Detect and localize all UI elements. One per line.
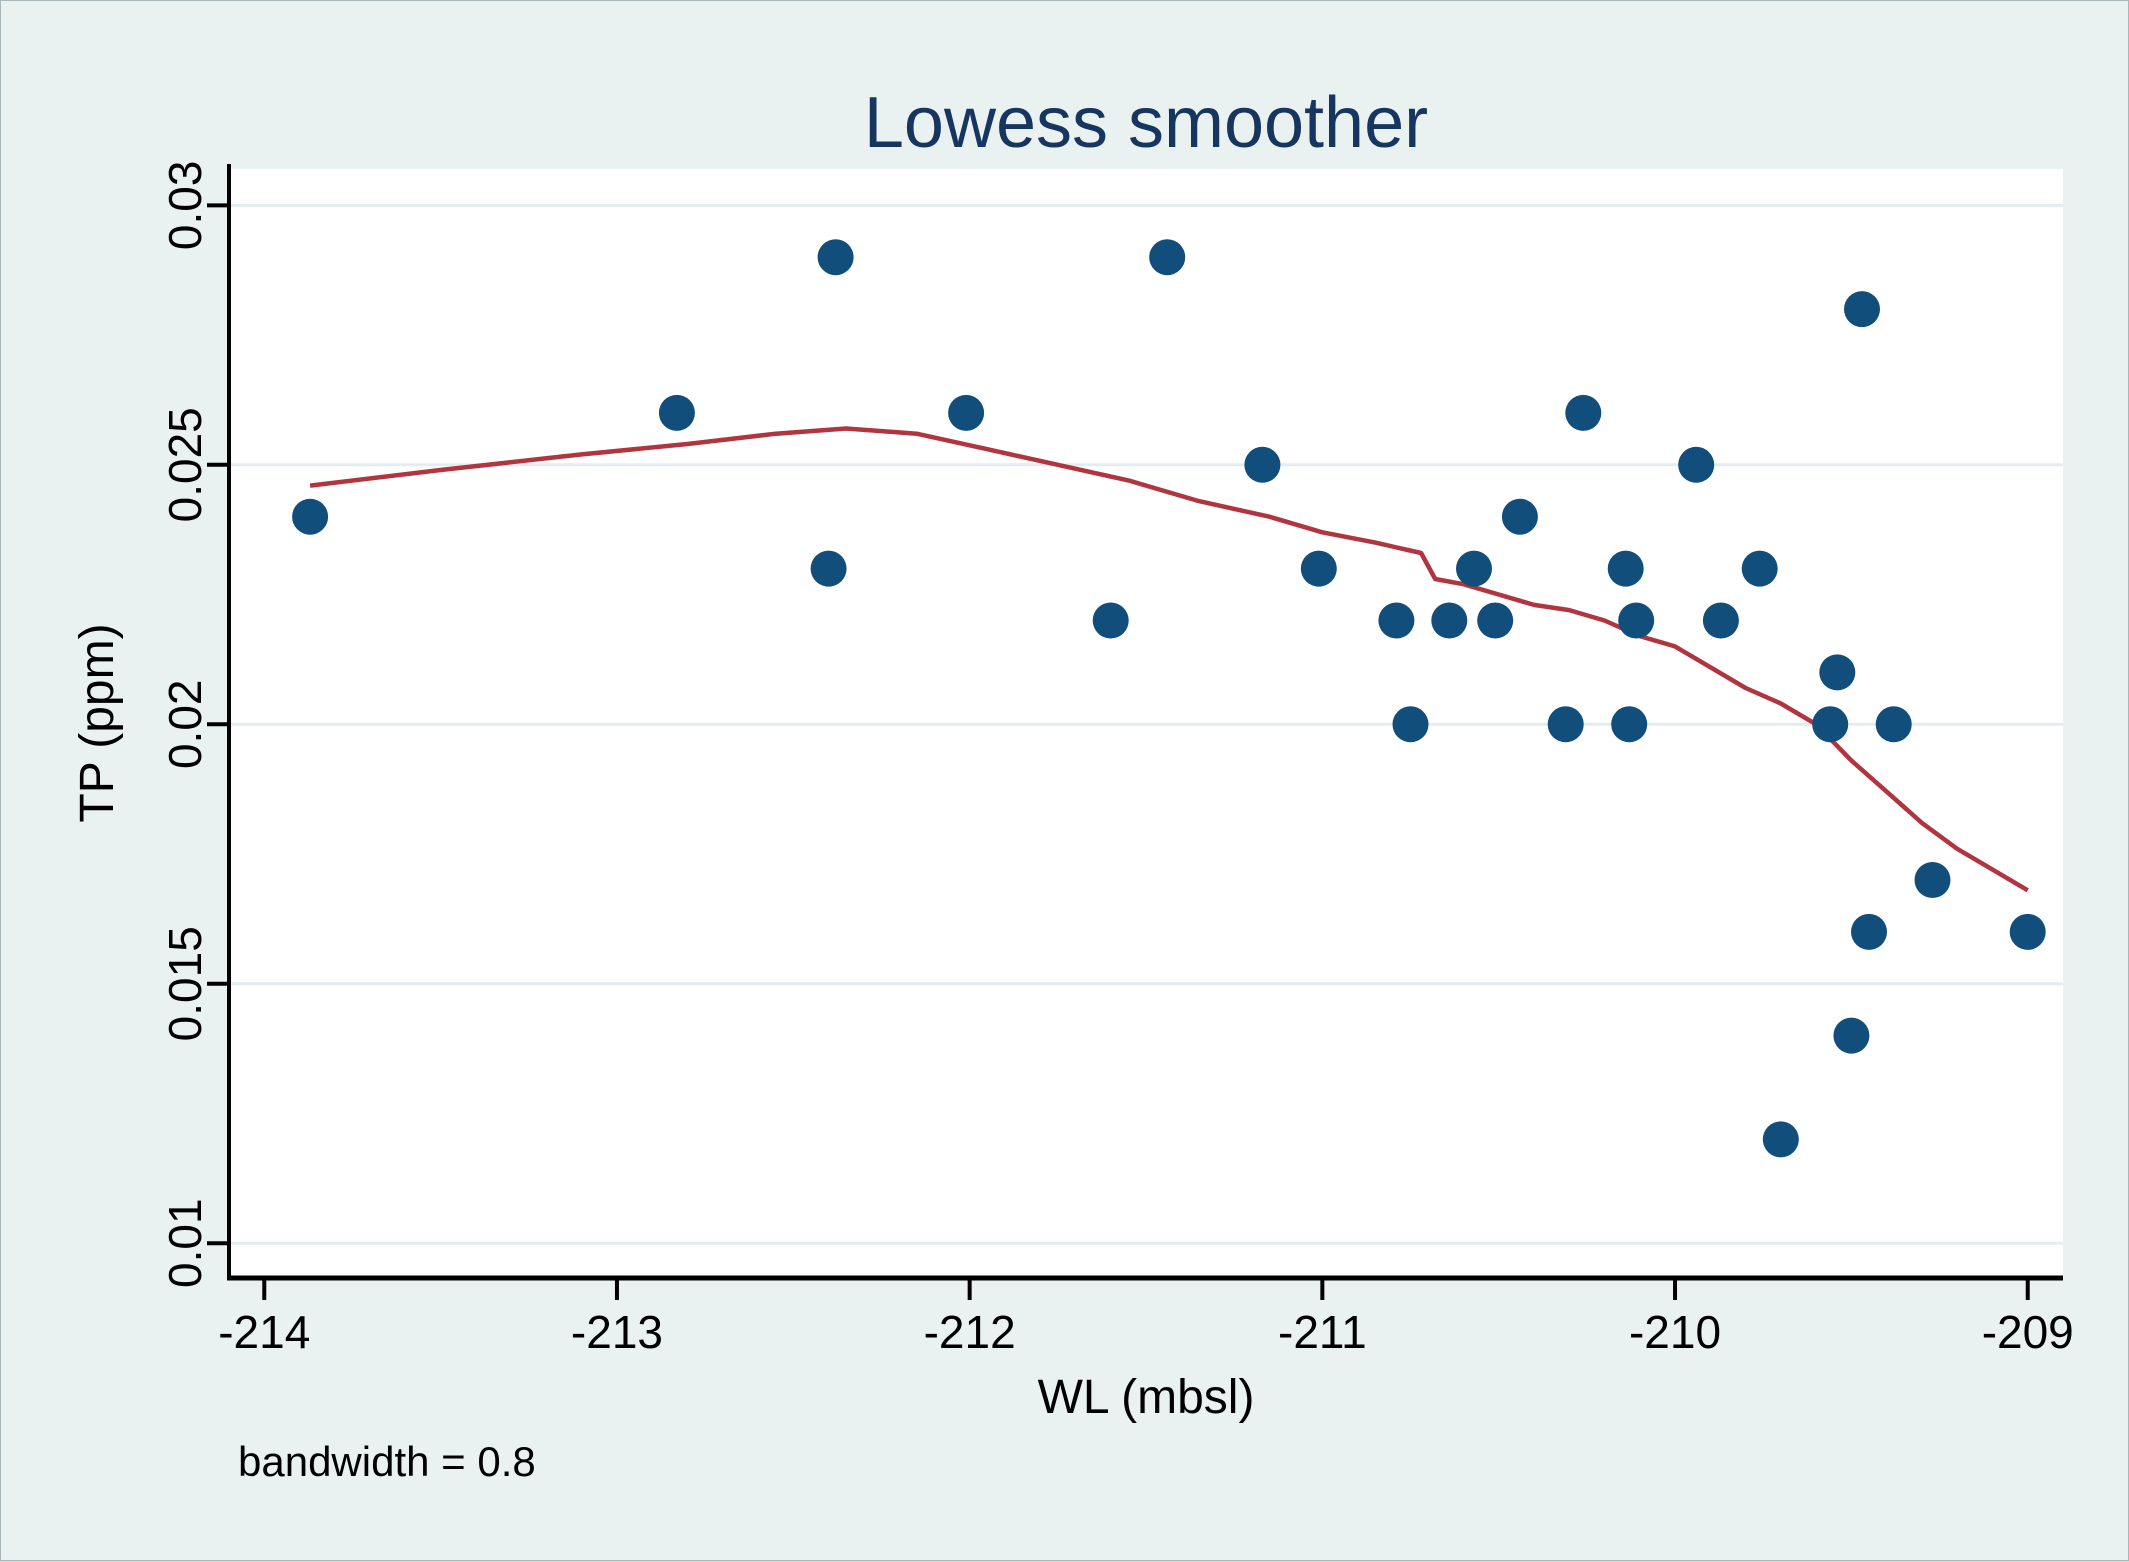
scatter-point [1431,602,1468,639]
scatter-point [1678,446,1715,483]
scatter-point [1851,913,1887,950]
scatter-point [1702,602,1739,639]
scatter-point [948,394,985,431]
x-tick-label: -209 [1982,1306,2074,1358]
tick-marks [207,203,2030,1300]
y-tick-label: 0.025 [159,407,211,522]
scatter-point [1741,550,1778,587]
scatter-point [292,498,329,535]
y-tick-label: 0.03 [159,161,211,251]
x-tick-label: -211 [1278,1306,1367,1358]
scatter-point [1092,602,1129,639]
y-tick-label: 0.02 [159,680,211,770]
axes [227,164,2063,1281]
y-axis-title: TP (ppm) [71,623,124,822]
scatter-point [2009,913,2046,950]
scatter-point [1149,239,1186,276]
scatter-point [1392,706,1429,743]
x-tick-label: -210 [1629,1306,1721,1358]
scatter-point [1477,602,1514,639]
scatter-point [1618,602,1655,639]
chart-title: Lowess smoother [864,83,1428,163]
scatter-point [810,550,847,587]
scatter-point [1300,550,1337,587]
scatter-point [658,394,695,431]
y-tick-label: 0.01 [159,1198,211,1288]
scatter-point [1607,550,1644,587]
scatter-point [1611,706,1648,743]
tick-labels: 0.01 0.015 0.02 0.025 0.03 -214 -213 -212 -211 -2… [159,161,2074,1358]
scatter-layer [292,239,2046,1158]
gridlines [229,203,2063,1245]
scatter-point [1456,550,1492,587]
scatter-point [1812,706,1849,743]
bandwidth-note: bandwidth = 0.8 [238,1438,536,1485]
x-tick-label: -212 [924,1306,1016,1358]
scatter-point [1819,654,1856,691]
scatter-point [1565,394,1602,431]
scatter-point [1501,498,1538,535]
lowess-line [309,426,2029,893]
scatter-point [1875,706,1912,743]
scatter-point [817,239,854,276]
x-axis-title: WL (mbsl) [1038,1371,1255,1424]
scatter-point [1833,1017,1870,1054]
scatter-point [1244,446,1281,483]
scatter-point [1914,862,1951,898]
x-tick-label: -214 [218,1306,310,1358]
x-tick-label: -213 [571,1306,663,1358]
scatter-point [1547,706,1584,743]
scatter-point [1762,1121,1799,1158]
y-tick-label: 0.015 [159,926,211,1041]
scatter-point [1844,291,1880,328]
scatter-point [1378,602,1415,639]
lowess-line-layer [309,426,2029,893]
